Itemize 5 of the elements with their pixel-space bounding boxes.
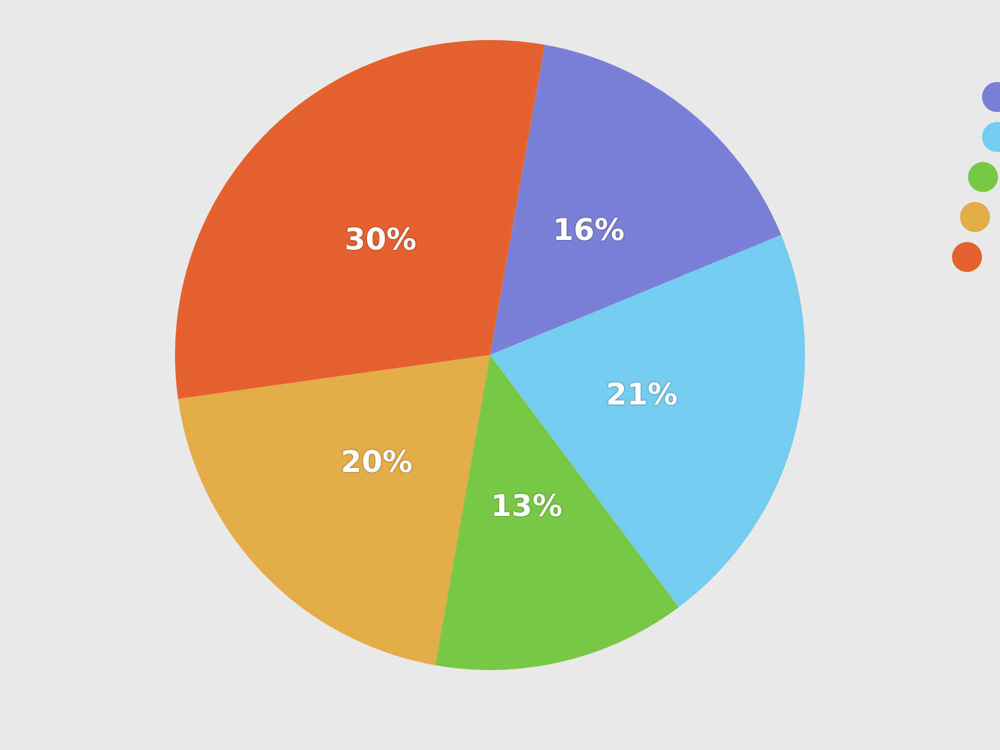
data-label: 16% bbox=[552, 213, 625, 248]
data-label: 21% bbox=[606, 378, 678, 413]
data-label: 13% bbox=[490, 489, 562, 524]
data-label: 20% bbox=[340, 445, 413, 480]
data-label: 30% bbox=[344, 222, 416, 258]
